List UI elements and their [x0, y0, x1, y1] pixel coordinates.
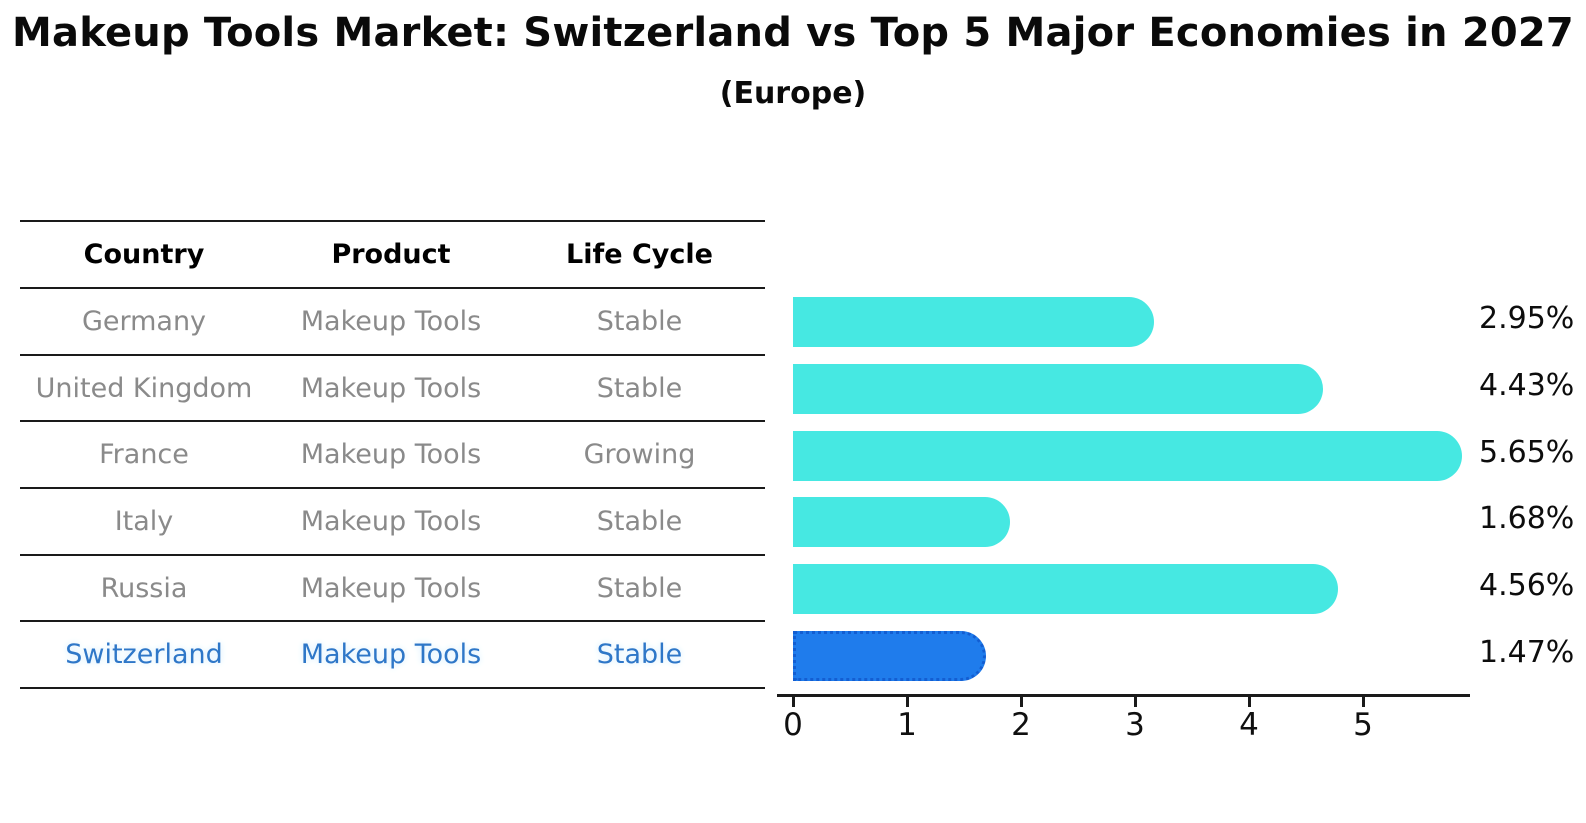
country-table: Country Product Life Cycle Germany Makeup… [20, 220, 765, 690]
value-label-united-kingdom: 4.43% [1479, 368, 1575, 404]
table-row-italy: Italy Makeup Tools Stable [20, 489, 765, 556]
life-cycle-cell: Stable [596, 639, 683, 671]
value-label-germany: 2.95% [1479, 301, 1575, 337]
x-tick-label-1: 1 [897, 707, 917, 743]
country-cell: United Kingdom [35, 372, 253, 404]
bar-germany [793, 297, 1155, 348]
x-tick-3 [1133, 696, 1137, 707]
x-tick-5 [1361, 696, 1365, 707]
life-cycle-cell: Stable [596, 305, 683, 337]
table-row-russia: Russia Makeup Tools Stable [20, 556, 765, 623]
table-row-germany: Germany Makeup Tools Stable [20, 289, 765, 356]
product-cell: Makeup Tools [300, 372, 482, 404]
value-label-switzerland: 1.47% [1479, 634, 1575, 670]
life-cycle-cell: Stable [596, 572, 683, 604]
chart-subtitle: (Europe) [719, 76, 867, 111]
country-cell: Russia [100, 572, 188, 604]
table-header-life-cycle: Life Cycle [566, 239, 713, 270]
value-label-france: 5.65% [1479, 434, 1575, 470]
bar-italy [793, 497, 1010, 548]
country-cell: Germany [81, 305, 207, 337]
bar-russia [793, 564, 1338, 615]
x-tick-4 [1247, 696, 1251, 707]
x-tick-label-2: 2 [1011, 707, 1031, 743]
product-cell: Makeup Tools [300, 572, 482, 604]
table-header-product: Product [331, 239, 451, 270]
table-body: Germany Makeup Tools Stable United Kingdom M… [20, 289, 765, 690]
country-cell: Switzerland [65, 639, 223, 671]
value-label-russia: 4.56% [1479, 568, 1575, 604]
bar-france [793, 430, 1463, 481]
bar-switzerland [793, 630, 986, 681]
product-cell: Makeup Tools [300, 305, 482, 337]
table-header-country: Country [83, 239, 205, 270]
product-cell: Makeup Tools [300, 639, 482, 671]
country-cell: Italy [114, 505, 174, 537]
product-cell: Makeup Tools [300, 439, 482, 471]
value-label-italy: 1.68% [1479, 501, 1575, 537]
x-tick-0 [791, 696, 795, 707]
life-cycle-cell: Stable [596, 372, 683, 404]
x-tick-label-0: 0 [783, 707, 803, 743]
chart-title: Makeup Tools Market: Switzerland vs Top … [12, 10, 1574, 56]
x-tick-label-3: 3 [1125, 707, 1145, 743]
table-header-row: Country Product Life Cycle [20, 222, 765, 289]
bar-united-kingdom [793, 364, 1324, 415]
x-axis-line [777, 694, 1470, 697]
table-row-france: France Makeup Tools Growing [20, 422, 765, 490]
country-cell: France [99, 439, 189, 471]
product-cell: Makeup Tools [300, 505, 482, 537]
x-tick-label-5: 5 [1353, 707, 1373, 743]
x-tick-1 [905, 696, 909, 707]
x-tick-2 [1019, 696, 1023, 707]
life-cycle-cell: Stable [596, 505, 683, 537]
table-row-switzerland: Switzerland Makeup Tools Stable [20, 622, 765, 690]
x-tick-label-4: 4 [1239, 707, 1259, 743]
life-cycle-cell: Growing [583, 439, 696, 471]
table-row-united-kingdom: United Kingdom Makeup Tools Stable [20, 356, 765, 423]
